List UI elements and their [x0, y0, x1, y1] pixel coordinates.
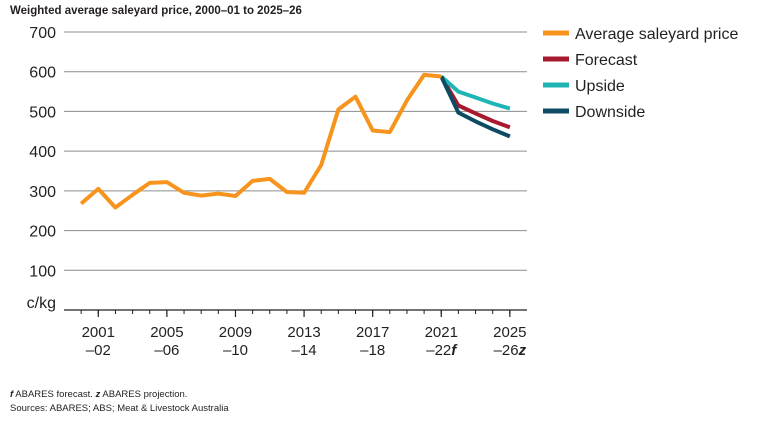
x-tick-sublabel-2021: –22f	[426, 342, 458, 359]
legend-label-downside: Downside	[575, 104, 645, 121]
footnote-f-marker: f	[10, 389, 14, 400]
x-tick-label-2009: 2009	[219, 324, 252, 341]
y-tick-label-500: 500	[29, 104, 56, 121]
footnote-forecast: f ABARES forecast. z ABARES projection.	[10, 389, 187, 400]
x-tick-label-2001: 2001	[82, 324, 115, 341]
x-tick-label-2025: 2025	[493, 324, 526, 341]
legend-label-forecast: Forecast	[575, 52, 638, 69]
legend-label-average-saleyard-price: Average saleyard price	[575, 26, 738, 43]
legend-label-upside: Upside	[575, 78, 625, 95]
y-tick-label-600: 600	[29, 65, 56, 82]
y-axis-unit-label: c/kg	[27, 295, 56, 312]
y-tick-label-400: 400	[29, 144, 56, 161]
x-tick-sublabel-2001: –02	[86, 342, 111, 359]
y-tick-label-100: 100	[29, 263, 56, 280]
y-tick-label-700: 700	[29, 25, 56, 42]
footnote-f-text: ABARES forecast.	[13, 389, 96, 400]
x-tick-sublabel-2005: –06	[154, 342, 179, 359]
footnote-z-marker: z	[95, 389, 101, 400]
series-line-average-saleyard-price	[79, 72, 442, 210]
series-line-forecast	[439, 75, 511, 130]
footnote-sources: Sources: ABARES; ABS; Meat & Livestock A…	[10, 403, 229, 414]
x-tick-sublabel-2025: –26z	[494, 342, 527, 359]
x-tick-sublabel-2013: –14	[292, 342, 317, 359]
x-tick-sublabel-2009: –10	[223, 342, 248, 359]
series-line-downside	[439, 75, 511, 139]
x-tick-label-2021: 2021	[425, 324, 458, 341]
x-tick-label-2013: 2013	[287, 324, 320, 341]
x-tick-sublabel-2017: –18	[360, 342, 385, 359]
y-tick-label-200: 200	[29, 224, 56, 241]
footnote-z-text: ABARES projection.	[100, 389, 188, 400]
y-tick-label-300: 300	[29, 184, 56, 201]
x-tick-label-2005: 2005	[150, 324, 183, 341]
series-line-upside	[439, 75, 511, 111]
x-tick-label-2017: 2017	[356, 324, 389, 341]
chart-title: Weighted average saleyard price, 2000–01…	[10, 5, 302, 17]
